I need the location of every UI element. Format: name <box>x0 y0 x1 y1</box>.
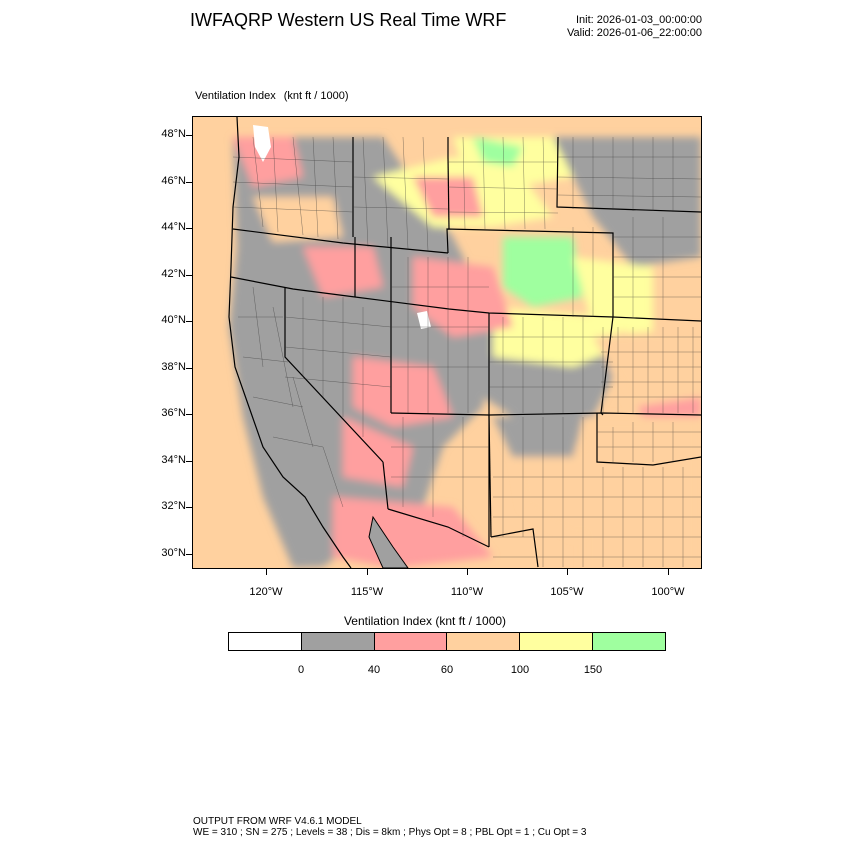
colorbar-box <box>593 633 665 650</box>
map-units: (knt ft / 1000) <box>283 90 349 102</box>
map-variable: Ventilation Index <box>195 90 276 102</box>
colorbar-label: 150 <box>583 664 603 676</box>
colorbar <box>228 632 666 651</box>
state-borders <box>230 136 701 568</box>
lat-label: 32°N <box>161 500 186 512</box>
lat-tick <box>186 554 192 555</box>
lon-tick <box>266 569 267 575</box>
colorbar-label: 60 <box>440 664 454 676</box>
time-info: Init: 2026-01-03_00:00:00 Valid: 2026-01… <box>567 14 702 40</box>
lat-tick <box>186 321 192 322</box>
lon-tick <box>668 569 669 575</box>
colorbar-label: 0 <box>297 664 305 676</box>
colorbar-box <box>229 633 302 650</box>
lon-tick <box>567 569 568 575</box>
lat-label: 46°N <box>161 175 186 187</box>
lat-tick <box>186 414 192 415</box>
colorbar-box <box>301 633 375 650</box>
lat-tick <box>186 507 192 508</box>
lon-label: 115°W <box>350 586 384 598</box>
colorbar-title: Ventilation Index (knt ft / 1000) <box>343 614 507 628</box>
lon-tick <box>467 569 468 575</box>
lat-tick <box>186 228 192 229</box>
county-lines <box>232 136 701 567</box>
colorbar-box <box>447 633 521 650</box>
init-time: Init: 2026-01-03_00:00:00 <box>576 14 702 26</box>
lon-label: 110°W <box>450 586 484 598</box>
colorbar-box <box>374 633 448 650</box>
footer-line-2: WE = 310 ; SN = 275 ; Levels = 38 ; Dis … <box>193 827 587 838</box>
colorbar-label: 100 <box>510 664 530 676</box>
footer-line-1: OUTPUT FROM WRF V4.6.1 MODEL <box>193 816 362 827</box>
lon-tick <box>367 569 368 575</box>
page-title: IWFAQRP Western US Real Time WRF <box>190 10 507 30</box>
lat-label: 42°N <box>161 268 186 280</box>
lat-tick <box>186 275 192 276</box>
lat-label: 40°N <box>161 314 186 326</box>
lat-label: 38°N <box>161 361 186 373</box>
coastline <box>228 117 352 568</box>
lat-tick <box>186 135 192 136</box>
lat-tick <box>186 461 192 462</box>
puget-sound <box>253 125 271 162</box>
map-panel[interactable] <box>192 116 702 569</box>
model-footer: OUTPUT FROM WRF V4.6.1 MODEL WE = 310 ; … <box>193 816 586 838</box>
map-subtitle: Ventilation Index (knt ft / 1000) <box>195 90 349 102</box>
lon-label: 105°W <box>550 586 584 598</box>
colorbar-box <box>520 633 594 650</box>
lat-label: 34°N <box>161 454 186 466</box>
gulf-of-california <box>368 515 409 568</box>
lon-label: 100°W <box>651 586 685 598</box>
great-salt-lake <box>417 311 431 329</box>
pacific-region <box>193 117 321 568</box>
colorbar-label: 40 <box>367 664 381 676</box>
lat-tick <box>186 182 192 183</box>
ventilation-map <box>193 117 701 568</box>
lat-tick <box>186 368 192 369</box>
lon-label: 120°W <box>249 586 283 598</box>
index-fields <box>229 137 701 568</box>
lat-label: 44°N <box>161 221 186 233</box>
lat-label: 48°N <box>161 128 186 140</box>
lat-label: 36°N <box>161 407 186 419</box>
lat-label: 30°N <box>161 547 186 559</box>
valid-time: Valid: 2026-01-06_22:00:00 <box>567 27 702 39</box>
